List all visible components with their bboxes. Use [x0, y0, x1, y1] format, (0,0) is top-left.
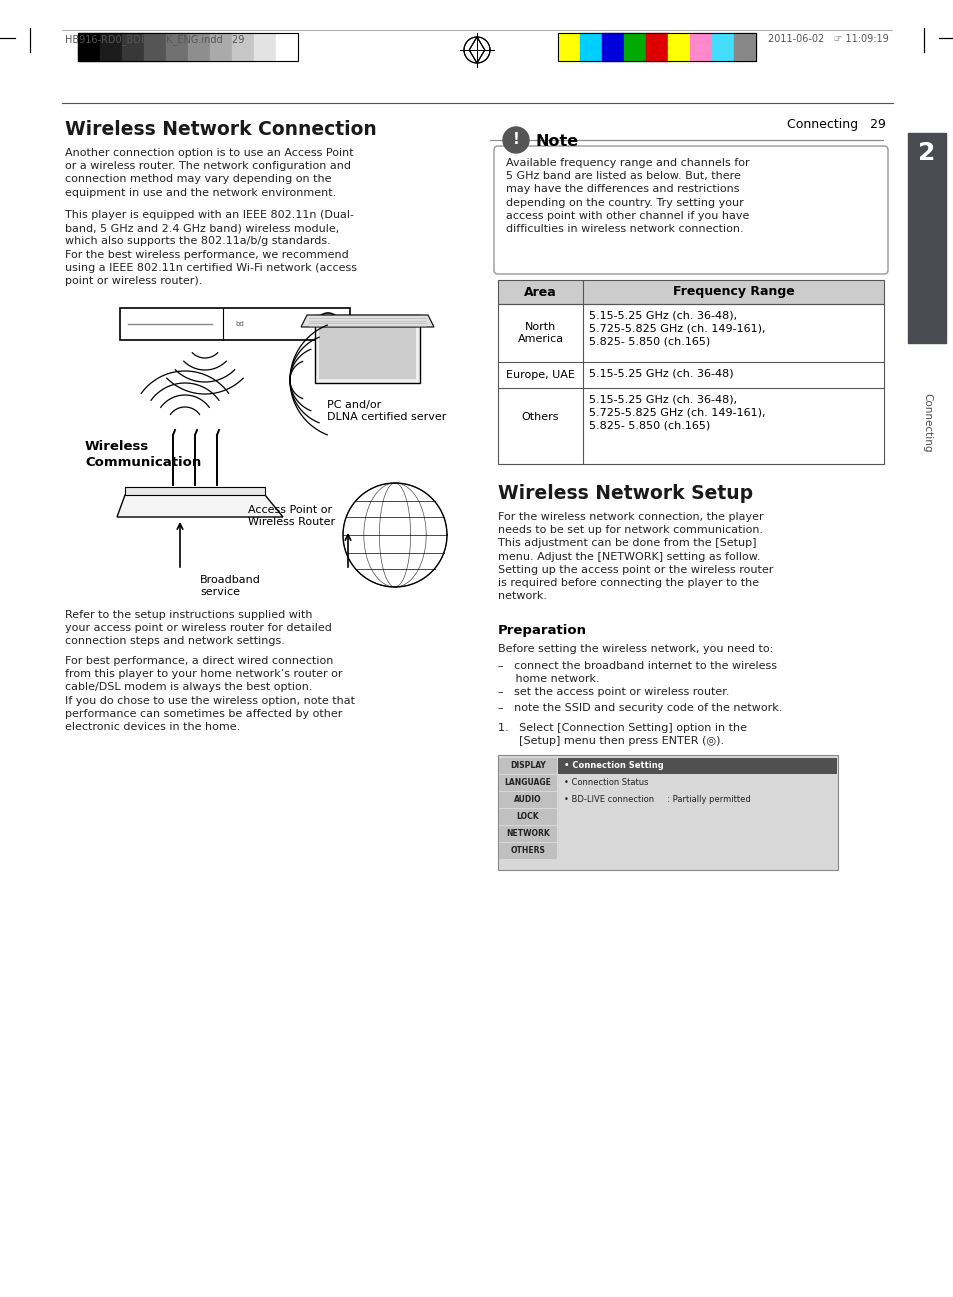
Text: Wireless Network Connection: Wireless Network Connection: [65, 121, 376, 139]
Bar: [645, 32, 667, 61]
Text: Area: Area: [523, 285, 557, 298]
Text: LANGUAGE: LANGUAGE: [504, 778, 551, 787]
Bar: [498, 843, 557, 859]
Bar: [253, 32, 275, 61]
Text: AUDIO: AUDIO: [514, 795, 541, 804]
Text: Before setting the wireless network, you need to:: Before setting the wireless network, you…: [497, 645, 773, 654]
Text: Connecting   29: Connecting 29: [786, 118, 885, 131]
Bar: [623, 32, 645, 61]
Bar: [667, 32, 689, 61]
Bar: [120, 307, 350, 340]
Bar: [558, 32, 755, 61]
Bar: [497, 280, 883, 303]
Text: –   note the SSID and security code of the network.: – note the SSID and security code of the…: [497, 703, 781, 713]
Text: Preparation: Preparation: [497, 624, 586, 637]
Text: • BD-LIVE connection     : Partially permitted: • BD-LIVE connection : Partially permitt…: [563, 795, 750, 804]
Bar: [558, 32, 579, 61]
Text: 5.15-5.25 GHz (ch. 36-48),
5.725-5.825 GHz (ch. 149-161),
5.825- 5.850 (ch.165): 5.15-5.25 GHz (ch. 36-48), 5.725-5.825 G…: [588, 394, 764, 431]
Text: bd: bd: [235, 320, 244, 327]
Bar: [907, 134, 945, 342]
Text: Connecting: Connecting: [921, 393, 931, 453]
Bar: [275, 32, 297, 61]
Text: !: !: [512, 132, 518, 148]
Bar: [498, 809, 557, 825]
Bar: [100, 32, 122, 61]
Bar: [498, 776, 557, 791]
Text: This player is equipped with an IEEE 802.11n (Dual-
band, 5 GHz and 2.4 GHz band: This player is equipped with an IEEE 802…: [65, 210, 356, 287]
Text: • Connection Setting: • Connection Setting: [563, 761, 663, 770]
Bar: [166, 32, 188, 61]
Text: NETWORK: NETWORK: [506, 829, 549, 838]
Bar: [558, 757, 836, 774]
Text: DISPLAY: DISPLAY: [510, 761, 545, 770]
Text: Others: Others: [521, 412, 558, 422]
Bar: [498, 826, 557, 842]
Text: –   connect the broadband internet to the wireless
     home network.: – connect the broadband internet to the …: [497, 661, 776, 684]
Text: Wireless
Communication: Wireless Communication: [85, 440, 201, 470]
Text: OTHERS: OTHERS: [510, 846, 545, 855]
Bar: [318, 319, 416, 379]
Text: Wireless Network Setup: Wireless Network Setup: [497, 484, 752, 503]
Bar: [314, 315, 419, 383]
Text: Access Point or
Wireless Router: Access Point or Wireless Router: [248, 505, 335, 528]
Text: 2011-06-02   ☞ 11:09:19: 2011-06-02 ☞ 11:09:19: [767, 34, 888, 44]
Text: Refer to the setup instructions supplied with
your access point or wireless rout: Refer to the setup instructions supplied…: [65, 610, 332, 646]
Bar: [497, 303, 883, 464]
Text: Frequency Range: Frequency Range: [672, 285, 794, 298]
Bar: [711, 32, 733, 61]
Text: • Connection Status: • Connection Status: [563, 778, 648, 787]
Text: –   set the access point or wireless router.: – set the access point or wireless route…: [497, 687, 729, 696]
Bar: [497, 755, 837, 870]
Bar: [232, 32, 253, 61]
Polygon shape: [125, 486, 265, 495]
Polygon shape: [502, 127, 529, 153]
Text: 1.   Select [Connection Setting] option in the
      [Setup] menu then press ENT: 1. Select [Connection Setting] option in…: [497, 722, 746, 746]
Text: Available frequency range and channels for
5 GHz band are listed as below. But, : Available frequency range and channels f…: [505, 158, 749, 233]
Bar: [122, 32, 144, 61]
Bar: [78, 32, 297, 61]
Text: PC and/or
DLNA certified server: PC and/or DLNA certified server: [327, 399, 446, 423]
Text: Another connection option is to use an Access Point
or a wireless router. The ne: Another connection option is to use an A…: [65, 148, 354, 197]
Text: 5.15-5.25 GHz (ch. 36-48): 5.15-5.25 GHz (ch. 36-48): [588, 368, 733, 377]
Text: 5.15-5.25 GHz (ch. 36-48),
5.725-5.825 GHz (ch. 149-161),
5.825- 5.850 (ch.165): 5.15-5.25 GHz (ch. 36-48), 5.725-5.825 G…: [588, 310, 764, 346]
Text: Note: Note: [536, 134, 578, 149]
Bar: [689, 32, 711, 61]
Text: North
America: North America: [517, 322, 563, 344]
Text: LOCK: LOCK: [517, 812, 538, 821]
Text: For the wireless network connection, the player
needs to be set up for network c: For the wireless network connection, the…: [497, 512, 773, 602]
Text: HB916-RD0_BDEUPPK_ENG.indd   29: HB916-RD0_BDEUPPK_ENG.indd 29: [65, 34, 244, 45]
Bar: [188, 32, 210, 61]
Bar: [498, 792, 557, 808]
Bar: [78, 32, 100, 61]
Text: Europe, UAE: Europe, UAE: [505, 370, 575, 380]
Text: For best performance, a direct wired connection
from this player to your home ne: For best performance, a direct wired con…: [65, 656, 355, 732]
Text: Broadband
service: Broadband service: [200, 575, 260, 598]
Bar: [733, 32, 755, 61]
Text: 2: 2: [918, 141, 935, 165]
Polygon shape: [301, 315, 434, 327]
Bar: [210, 32, 232, 61]
Bar: [498, 757, 557, 774]
Polygon shape: [117, 495, 283, 518]
Bar: [601, 32, 623, 61]
Bar: [144, 32, 166, 61]
Bar: [579, 32, 601, 61]
